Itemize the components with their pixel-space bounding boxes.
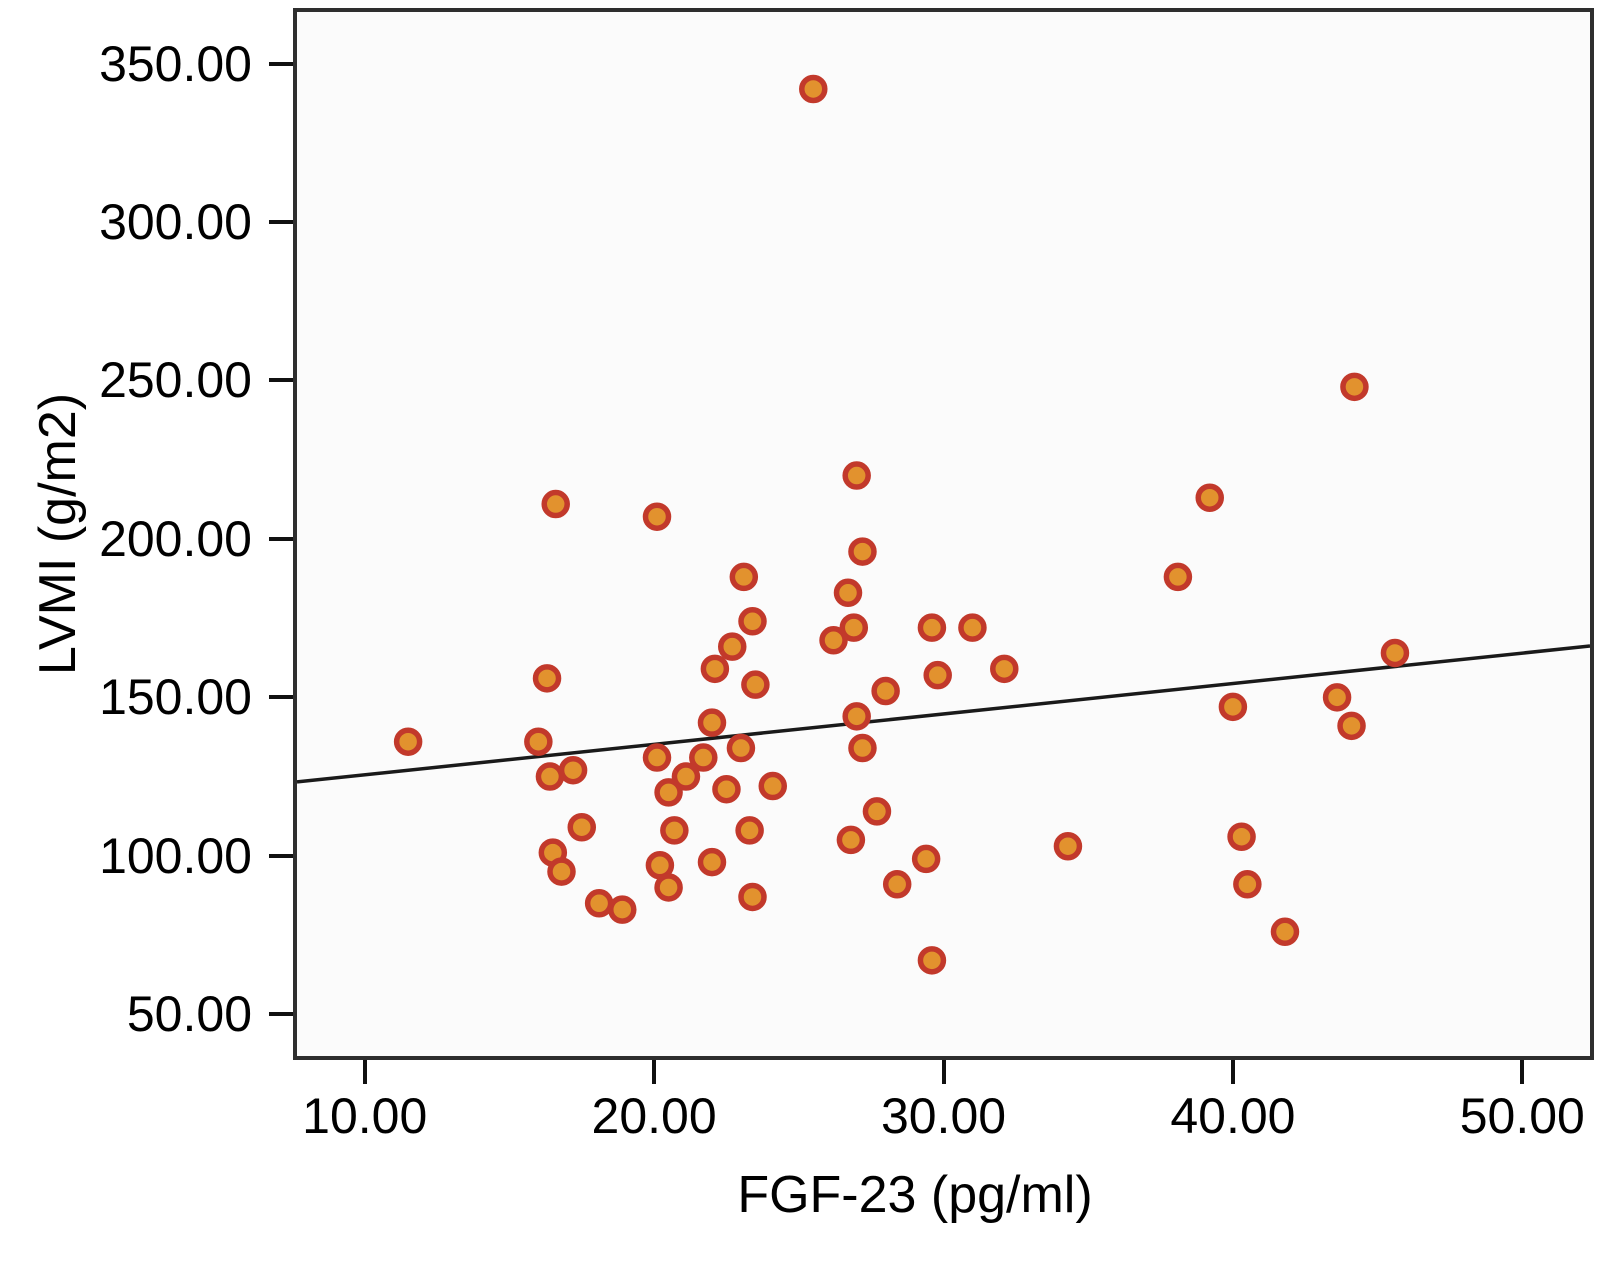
y-tick-label: 100.00 bbox=[99, 827, 252, 884]
data-point bbox=[842, 702, 871, 731]
y-tick-label: 200.00 bbox=[99, 510, 252, 567]
data-point bbox=[584, 889, 614, 918]
y-axis-tick bbox=[269, 220, 293, 225]
data-point bbox=[1270, 917, 1300, 947]
x-axis-tick bbox=[652, 1060, 657, 1084]
data-point bbox=[1163, 562, 1193, 592]
y-axis-tick bbox=[269, 536, 293, 541]
data-point bbox=[882, 870, 912, 899]
data-point bbox=[712, 774, 741, 804]
data-point bbox=[671, 762, 701, 791]
data-point bbox=[1337, 711, 1366, 741]
plot-area bbox=[293, 8, 1594, 1060]
data-point bbox=[547, 857, 576, 886]
data-point bbox=[541, 489, 570, 519]
data-point bbox=[741, 670, 770, 699]
data-point bbox=[738, 882, 767, 912]
x-tick-label: 50.00 bbox=[1459, 1088, 1585, 1144]
data-point bbox=[654, 778, 683, 807]
x-axis-tick bbox=[362, 1060, 367, 1084]
y-axis-tick bbox=[269, 378, 293, 383]
data-point bbox=[532, 664, 562, 693]
data-point bbox=[697, 708, 727, 737]
data-point bbox=[726, 733, 756, 763]
x-axis-tick bbox=[1230, 1060, 1235, 1084]
data-point bbox=[839, 613, 869, 642]
data-point bbox=[871, 676, 900, 706]
y-axis-tick bbox=[269, 853, 293, 858]
data-point bbox=[990, 654, 1019, 684]
data-point bbox=[1218, 692, 1248, 722]
data-point bbox=[729, 562, 759, 592]
data-point bbox=[917, 946, 947, 975]
data-point bbox=[833, 578, 863, 608]
data-point bbox=[654, 873, 683, 902]
x-tick-label: 10.00 bbox=[302, 1088, 428, 1144]
data-point bbox=[819, 626, 848, 655]
data-point bbox=[524, 727, 553, 756]
data-point bbox=[848, 733, 877, 763]
y-axis-tick bbox=[269, 1012, 293, 1017]
data-point bbox=[697, 847, 727, 877]
data-point bbox=[1227, 822, 1256, 851]
data-point bbox=[700, 654, 730, 684]
data-point bbox=[642, 743, 672, 772]
data-point bbox=[717, 632, 747, 661]
data-point bbox=[923, 660, 952, 690]
data-point bbox=[738, 607, 767, 636]
plot-canvas bbox=[297, 74, 1590, 975]
y-tick-label: 50.00 bbox=[126, 986, 252, 1043]
x-tick-label: 20.00 bbox=[591, 1088, 717, 1144]
data-point bbox=[1380, 638, 1410, 668]
y-axis-tick bbox=[269, 61, 293, 66]
data-point bbox=[848, 537, 877, 566]
data-point bbox=[689, 743, 718, 772]
x-tick-label: 40.00 bbox=[1170, 1088, 1296, 1144]
data-point bbox=[1340, 372, 1369, 402]
y-tick-label: 300.00 bbox=[99, 194, 252, 251]
x-axis-title: FGF-23 (pg/ml) bbox=[737, 1166, 1093, 1224]
data-point bbox=[958, 613, 987, 642]
data-point bbox=[1322, 683, 1352, 712]
data-point bbox=[917, 613, 947, 642]
data-point bbox=[535, 762, 565, 791]
data-point bbox=[1233, 870, 1262, 899]
data-point bbox=[862, 797, 892, 826]
data-point bbox=[393, 727, 423, 756]
data-point bbox=[842, 461, 871, 490]
data-point bbox=[558, 755, 588, 785]
data-point bbox=[608, 895, 637, 924]
data-point bbox=[1053, 831, 1083, 861]
x-axis-tick bbox=[1520, 1060, 1525, 1084]
data-point bbox=[799, 74, 828, 104]
data-point bbox=[758, 771, 788, 801]
trend-line bbox=[297, 644, 1590, 784]
y-tick-label: 250.00 bbox=[99, 352, 252, 409]
y-axis-tick bbox=[269, 695, 293, 700]
data-point bbox=[1195, 483, 1224, 512]
data-point bbox=[735, 816, 764, 845]
data-point bbox=[642, 502, 672, 531]
y-tick-label: 350.00 bbox=[99, 35, 252, 92]
y-tick-label: 150.00 bbox=[99, 669, 252, 726]
x-axis-tick bbox=[941, 1060, 946, 1084]
data-point bbox=[836, 825, 866, 855]
data-point bbox=[567, 812, 597, 842]
data-point bbox=[911, 844, 941, 874]
data-point bbox=[660, 816, 689, 845]
x-tick-label: 30.00 bbox=[880, 1088, 1007, 1144]
